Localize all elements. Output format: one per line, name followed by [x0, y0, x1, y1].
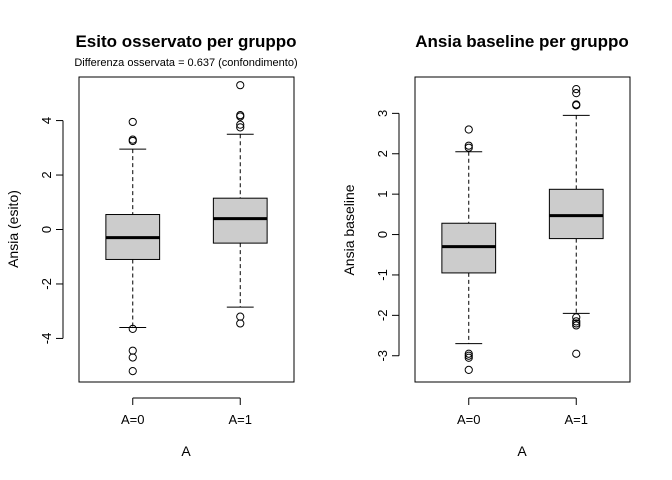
boxplot-A=1 — [212, 81, 268, 328]
outlier-point — [464, 125, 473, 134]
y-tick-label: 0 — [375, 231, 390, 238]
y-tick-label: -4 — [39, 333, 54, 345]
outlier-point — [464, 351, 473, 360]
iqr-box — [548, 188, 604, 240]
iqr-box — [212, 197, 268, 244]
y-tick-label: 1 — [375, 191, 390, 198]
y-tick-label: 2 — [39, 171, 54, 178]
outlier-point — [572, 321, 581, 330]
y-tick-label: -2 — [375, 310, 390, 322]
outlier-point — [572, 101, 581, 110]
x-tick-label: A=0 — [457, 412, 481, 427]
outlier-point — [236, 123, 245, 132]
outlier-point — [236, 120, 245, 129]
outlier-point — [572, 349, 581, 358]
outlier-point — [128, 346, 137, 355]
outlier-point — [572, 319, 581, 328]
outlier-point — [464, 353, 473, 362]
outlier-point — [128, 353, 137, 362]
outlier-point — [464, 143, 473, 152]
plot-frame — [414, 76, 631, 383]
chart-subtitle: Differenza osservata = 0.637 (confondime… — [74, 57, 297, 69]
y-tick-label: -3 — [375, 350, 390, 362]
outlier-point — [464, 141, 473, 150]
outlier-point — [572, 89, 581, 98]
y-tick-label: -2 — [39, 278, 54, 290]
boxplot-A=0 — [441, 125, 497, 374]
boxplot-A=0 — [105, 117, 161, 376]
outlier-point — [572, 317, 581, 326]
outlier-point — [572, 313, 581, 322]
outlier-point — [128, 367, 137, 376]
x-tick-label: A=1 — [229, 412, 253, 427]
outlier-point — [128, 117, 137, 127]
x-axis-label: A — [181, 443, 191, 459]
outlier-point — [236, 112, 245, 121]
panel-outcome-by-group: Esito osservato per gruppo Differenza os… — [5, 32, 298, 459]
outlier-point — [128, 324, 137, 333]
plot-frame — [78, 76, 295, 383]
panel-baseline-by-group: Ansia baseline per gruppo A Ansia baseli… — [341, 32, 631, 459]
outlier-point — [236, 319, 245, 328]
outlier-point — [572, 85, 581, 94]
outlier-point — [464, 365, 473, 374]
chart-title: Esito osservato per gruppo — [75, 32, 296, 51]
y-tick-label: 2 — [375, 150, 390, 157]
x-axis-label: A — [517, 443, 527, 459]
x-tick-label: A=1 — [565, 412, 589, 427]
chart-title: Ansia baseline per gruppo — [415, 32, 629, 51]
y-axis-label: Ansia baseline — [341, 184, 357, 275]
outlier-point — [464, 349, 473, 358]
y-tick-label: 0 — [39, 226, 54, 233]
outlier-point — [128, 136, 137, 146]
y-tick-label: -1 — [375, 269, 390, 281]
y-tick-label: 3 — [375, 110, 390, 117]
boxplot-A=1 — [548, 85, 604, 358]
outlier-point — [236, 81, 245, 90]
y-tick-label: 4 — [39, 117, 54, 124]
outlier-point — [236, 312, 245, 321]
x-tick-label: A=0 — [121, 412, 145, 427]
y-axis-label: Ansia (esito) — [5, 190, 21, 268]
